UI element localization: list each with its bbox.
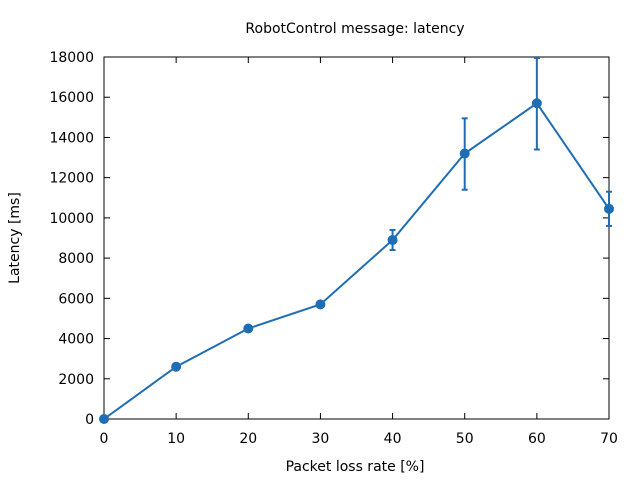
y-tick-label: 12000 [49,171,94,187]
data-point [99,414,109,424]
series-layer [99,57,614,424]
y-tick-label: 18000 [49,50,94,66]
x-tick-label: 50 [456,431,474,447]
x-axis: 0 10 20 30 40 50 60 70 [100,57,618,447]
x-tick-label: 10 [167,431,185,447]
y-axis-label: Latency [ms] [7,192,23,284]
y-tick-label: 10000 [49,211,94,227]
data-point [171,361,182,372]
data-point [243,323,254,334]
data-point [459,148,470,159]
chart-title: RobotControl message: latency [245,21,464,37]
plot-frame [103,56,610,420]
y-tick-label: 14000 [49,130,94,146]
x-axis-label: Packet loss rate [%] [286,459,425,475]
data-point [531,98,542,109]
series-line [103,101,610,420]
y-tick-label: 8000 [58,251,94,267]
x-tick-label: 20 [239,431,257,447]
y-tick-label: 6000 [58,291,94,307]
y-tick-label: 4000 [58,332,94,348]
x-tick-label: 70 [600,431,618,447]
data-point [315,299,326,310]
y-tick-label: 2000 [58,372,94,388]
x-tick-label: 60 [528,431,546,447]
x-tick-label: 0 [100,431,109,447]
x-tick-label: 40 [384,431,402,447]
data-point [387,235,398,246]
data-point [604,203,614,214]
x-tick-label: 30 [312,431,330,447]
y-axis: 0 2000 4000 6000 8000 10000 12000 14000 16000 180… [49,50,609,428]
y-tick-label: 16000 [49,90,94,106]
y-tick-label: 0 [85,412,94,428]
